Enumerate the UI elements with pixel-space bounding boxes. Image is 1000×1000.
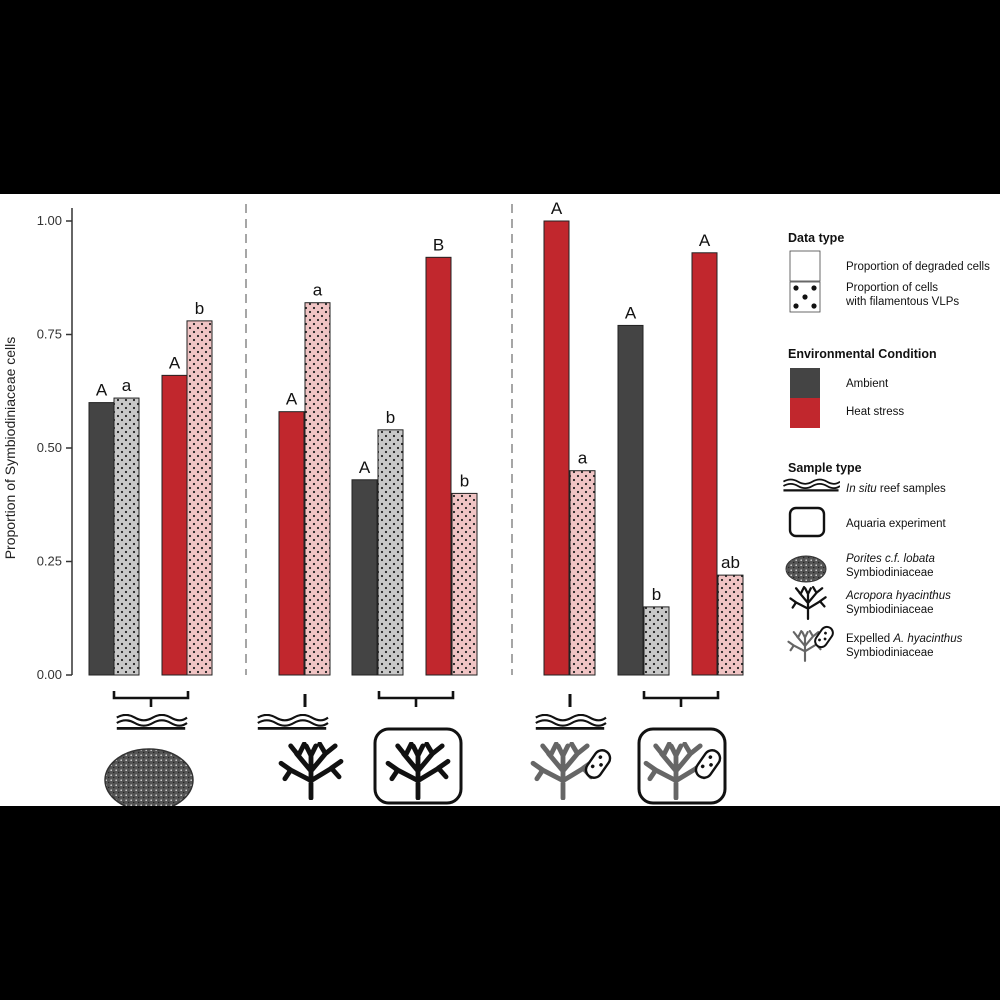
legend-vlp-dot [802,294,808,300]
legend-label-ambient: Ambient [846,378,889,390]
bar [88,402,115,676]
bar [569,470,596,676]
capsule-dot [598,755,603,759]
bar [451,492,478,676]
y-tick-label: 0.75 [37,327,62,342]
coral-icon [281,744,341,798]
legend-label-porites-line2: Symbiodiniaceae [846,567,934,579]
significance-label: b [460,471,469,490]
aquaria-box-icon [637,727,727,805]
bar [351,479,378,676]
legend-label-insitu: In situ reef samples [846,483,946,495]
sample-group-bracket [377,691,455,700]
coral-icon [388,744,448,798]
legend-swatch-degraded [789,250,821,282]
significance-label: A [359,458,371,477]
bar-chart: 0.00 0.25 0.50 0.75 1.00 Proportion of Symbio… [2,199,990,806]
bar [304,302,331,676]
significance-label: B [433,235,444,254]
legend-label-vlp-line2: with filamentous VLPs [845,296,959,308]
y-tick-label: 0.00 [37,667,62,682]
significance-label: ab [721,553,740,572]
y-tick-label: 1.00 [37,213,62,228]
legend-swatch-ambient [790,368,820,398]
legend-label-expelled-line2: Symbiodiniaceae [846,647,934,659]
symbiont-capsule-icon [814,625,834,649]
significance-label: A [96,381,108,400]
capsule-outline [694,749,722,779]
significance-label: a [578,449,588,468]
significance-label: b [386,408,395,427]
y-tick-label: 0.25 [37,554,62,569]
bar [643,606,670,676]
aquaria-box-icon [373,727,463,805]
bar [617,324,644,676]
plot-area: 0.00 0.25 0.50 0.75 1.00 Proportion of Symbio… [2,199,744,682]
legend-title-condition: Environmental Condition [788,347,937,361]
legend-label-heat: Heat stress [846,406,904,418]
bar [691,252,718,676]
y-tick-label: 0.50 [37,440,62,455]
legend-swatch-heat [790,398,820,428]
bar [377,429,404,676]
legend-vlp-dot [811,285,817,291]
legend-label-acropora-line1: Acropora hyacinthus [845,590,951,602]
bar [161,374,188,676]
legend-label-expelled-line1: Expelled A. hyacinthus [846,633,963,645]
capsule-dot [700,764,705,769]
legend-label-vlp-line1: Proportion of cells [846,282,938,294]
legend-label-acropora-line2: Symbiodiniaceae [846,604,934,616]
legend-label-porites-line1: Porites c.f. lobata [846,553,935,565]
bar [113,397,140,676]
capsule-dot [599,763,603,767]
significance-label: a [122,376,132,395]
significance-label: A [699,231,711,250]
porites-coral-icon [785,555,827,583]
bar [186,320,213,676]
coral-icon [533,744,593,798]
legend-label-aquaria: Aquaria experiment [846,518,947,530]
acropora-coral-icon [789,586,827,620]
significance-label: A [551,199,563,218]
significance-label: a [313,281,323,300]
significance-label: A [286,390,298,409]
legend-vlp-dot [793,303,799,309]
significance-label: A [169,353,181,372]
sample-group-bracket [112,691,190,700]
capsule-dot [708,755,713,759]
capsule-outline [584,749,612,779]
capsule-dot [590,764,595,769]
bar [278,411,305,676]
bar [425,256,452,676]
legend-vlp-dot [811,303,817,309]
significance-label: b [195,299,204,318]
sample-group-bracket [642,691,720,700]
legend-vlp-dot [793,285,799,291]
legend: Data type Proportion of degraded cells P… [782,231,990,662]
wave-icon [534,714,608,730]
significance-label: b [652,585,661,604]
legend-title-data-type: Data type [788,231,844,245]
porites-coral-icon [104,748,194,806]
symbiont-capsule-icon [584,749,612,779]
bar [717,574,744,676]
wave-icon [256,714,330,730]
aquaria-box-icon [788,506,826,538]
significance-label: A [625,303,637,322]
wave-icon [782,478,840,492]
y-axis-title: Proportion of Symbiodiniaceae cells [2,337,18,560]
x-axis-sample-icons [104,691,727,806]
legend-title-sample: Sample type [788,461,862,475]
bar [543,220,570,676]
figure-panel: 0.00 0.25 0.50 0.75 1.00 Proportion of Symbio… [0,194,1000,806]
legend-label-degraded: Proportion of degraded cells [846,261,990,273]
capsule-dot [709,763,713,767]
symbiont-capsule-icon [694,749,722,779]
wave-icon [115,714,189,730]
